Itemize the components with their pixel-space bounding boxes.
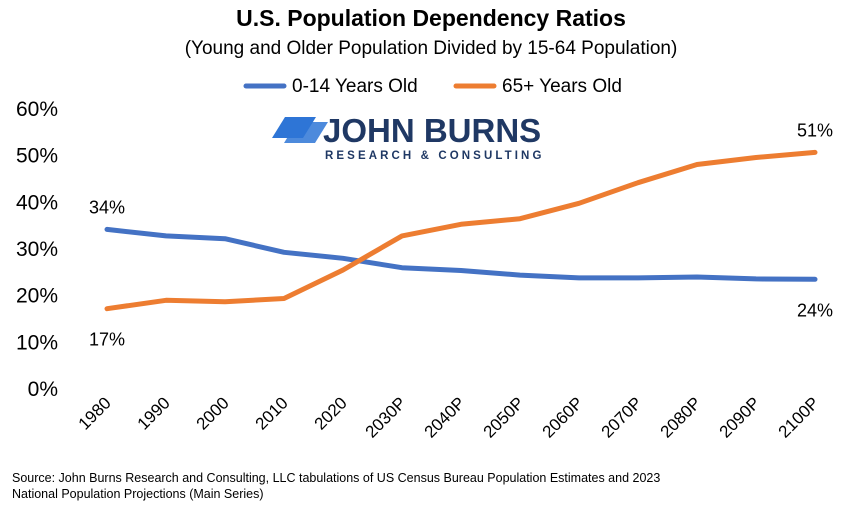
legend-label-young: 0-14 Years Old — [292, 76, 418, 97]
source-line-2: National Population Projections (Main Se… — [12, 487, 264, 501]
y-tick-label: 10% — [16, 331, 58, 354]
source-line-1: Source: John Burns Research and Consulti… — [12, 471, 661, 485]
x-tick-label: 2060P — [539, 393, 587, 441]
x-tick-label: 2050P — [480, 393, 528, 441]
x-tick-label: 2000 — [193, 393, 233, 433]
y-tick-label: 0% — [28, 378, 58, 401]
x-tick-label: 2070P — [598, 393, 646, 441]
chart-title: U.S. Population Dependency Ratios — [236, 5, 626, 31]
chart: U.S. Population Dependency Ratios (Young… — [16, 5, 833, 442]
y-tick-label: 20% — [16, 285, 58, 308]
y-axis-ticks: 0% 10% 20% 30% 40% 50% 60% — [16, 98, 58, 401]
x-tick-label: 2020 — [311, 393, 351, 433]
company-logo: JOHN BURNS RESEARCH & CONSULTING — [272, 112, 545, 162]
logo-tagline: RESEARCH & CONSULTING — [325, 150, 545, 162]
data-label: 34% — [89, 197, 125, 217]
series-line-older — [104, 149, 818, 312]
y-tick-label: 50% — [16, 145, 58, 168]
series-line-young — [104, 226, 818, 282]
x-axis-ticks: 1980 1990 2000 2010 2020 2030P 2040P 2050P 2060P… — [75, 393, 823, 441]
y-tick-label: 40% — [16, 191, 58, 214]
x-tick-label: 2030P — [362, 393, 410, 441]
y-tick-label: 30% — [16, 238, 58, 261]
data-label: 17% — [89, 330, 125, 350]
logo-name: JOHN BURNS — [323, 112, 541, 149]
x-tick-label: 2090P — [716, 393, 764, 441]
chart-subtitle: (Young and Older Population Divided by 1… — [185, 38, 678, 59]
source-note: Source: John Burns Research and Consulti… — [12, 470, 852, 502]
x-tick-label: 2100P — [775, 393, 823, 441]
logo-mark-icon — [272, 117, 328, 143]
data-labels: 34% 17% 51% 24% — [89, 120, 833, 349]
series-lines — [104, 149, 818, 312]
legend: 0-14 Years Old 65+ Years Old — [243, 76, 622, 97]
x-tick-label: 1980 — [75, 393, 115, 433]
x-tick-label: 1990 — [134, 393, 174, 433]
legend-label-older: 65+ Years Old — [502, 76, 622, 97]
x-tick-label: 2080P — [657, 393, 705, 441]
data-label: 51% — [797, 120, 833, 140]
x-tick-label: 2040P — [421, 393, 469, 441]
x-tick-label: 2010 — [252, 393, 292, 433]
y-tick-label: 60% — [16, 98, 58, 121]
data-label: 24% — [797, 300, 833, 320]
